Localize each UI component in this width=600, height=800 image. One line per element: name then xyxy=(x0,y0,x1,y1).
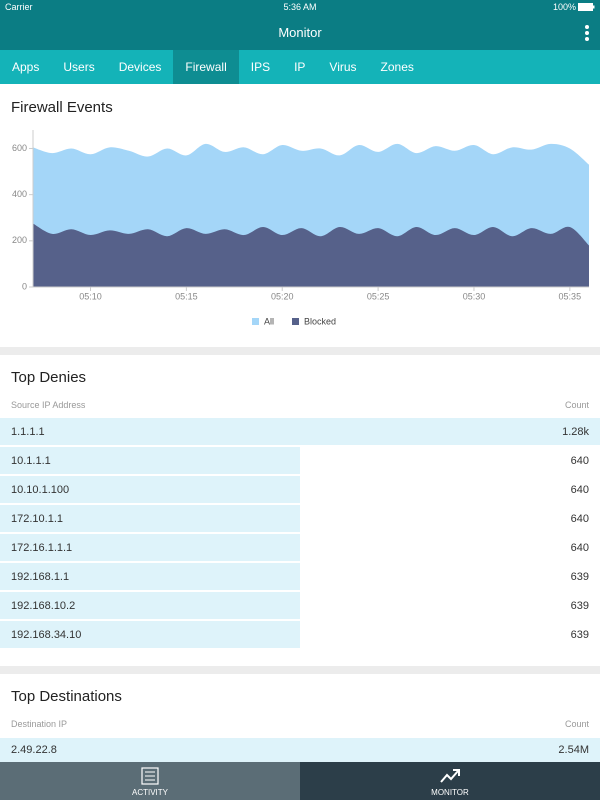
x-tick-label: 05:35 xyxy=(559,291,582,301)
ip-address: 10.10.1.100 xyxy=(11,483,70,496)
chart-title: Firewall Events xyxy=(11,99,113,116)
y-tick-label: 600 xyxy=(12,143,27,153)
y-tick-label: 200 xyxy=(12,235,27,245)
count: 639 xyxy=(570,570,589,583)
top-destinations-section: Top Destinations Destination IP Count 2.… xyxy=(0,674,600,762)
ip-address: 192.168.1.1 xyxy=(11,570,70,583)
x-tick-label: 05:30 xyxy=(463,291,486,301)
table-row[interactable]: 10.10.1.100 640 xyxy=(0,476,600,503)
ip-address: 172.16.1.1.1 xyxy=(11,541,73,554)
column-header: Source IP Address xyxy=(11,400,86,410)
chart: Firewall Events 0 200 400 600 05:10 05:15 05:2… xyxy=(11,99,589,326)
x-tick-label: 05:25 xyxy=(367,291,390,301)
nav-label: MONITOR xyxy=(431,788,469,797)
ip-address: 2.49.22.8 xyxy=(11,744,57,756)
count: 640 xyxy=(570,512,589,525)
ip-address: 192.168.34.10 xyxy=(11,628,82,641)
tab[interactable]: Virus xyxy=(329,60,357,74)
table-row[interactable]: 192.168.1.1 639 xyxy=(0,563,600,590)
separator xyxy=(0,347,600,355)
bottom-nav: ACTIVITY MONITOR xyxy=(0,762,600,800)
column-header: Count xyxy=(564,400,589,410)
app-header: Carrier 5:36 AM 100% Monitor xyxy=(0,0,600,50)
count-bar xyxy=(0,592,300,619)
section-title: Top Denies xyxy=(11,369,87,386)
carrier: Carrier xyxy=(5,2,33,12)
tab[interactable]: IP xyxy=(294,60,306,74)
table-row[interactable]: 2.49.22.8 2.54M xyxy=(0,738,600,762)
count: 640 xyxy=(570,483,589,496)
count: 640 xyxy=(570,541,589,554)
count-bar xyxy=(0,534,300,561)
y-tick-label: 400 xyxy=(12,189,27,199)
menu-button[interactable] xyxy=(584,24,590,42)
ip-address: 1.1.1.1 xyxy=(11,425,45,438)
nav-icon xyxy=(440,769,460,783)
tab[interactable]: Firewall xyxy=(173,50,239,84)
ip-address: 172.10.1.1 xyxy=(11,512,63,525)
tab[interactable]: Apps xyxy=(12,60,40,74)
column-header: Count xyxy=(564,719,589,729)
count-bar xyxy=(0,476,300,503)
chart-section: Firewall Events 0 200 400 600 05:10 05:15 05:2… xyxy=(0,84,600,347)
nav-label: ACTIVITY xyxy=(131,788,168,797)
ip-address: 192.168.10.2 xyxy=(11,599,76,612)
nav-item[interactable]: MONITOR xyxy=(300,762,600,800)
count: 2.54M xyxy=(558,744,589,756)
tab[interactable]: Users xyxy=(63,60,95,74)
nav-icon xyxy=(141,767,159,785)
tab-bar: Apps Users Devices Firewall IPS IP Virus Zones xyxy=(0,50,600,84)
table-row[interactable]: 192.168.34.10 639 xyxy=(0,621,600,648)
count: 639 xyxy=(570,628,589,641)
table-row[interactable]: 172.16.1.1.1 640 xyxy=(0,534,600,561)
x-tick-label: 05:15 xyxy=(175,291,198,301)
count-bar xyxy=(0,563,300,590)
legend-swatch xyxy=(292,318,299,325)
clock: 5:36 AM xyxy=(283,2,317,12)
tab[interactable]: Zones xyxy=(380,60,414,74)
count-bar xyxy=(0,738,600,762)
count: 639 xyxy=(570,599,589,612)
area xyxy=(33,223,589,287)
count-bar xyxy=(0,505,300,532)
header-title: Monitor xyxy=(278,25,322,40)
column-header: Destination IP xyxy=(11,719,68,729)
section-title: Top Destinations xyxy=(11,688,122,705)
count: 640 xyxy=(570,454,589,467)
table-row[interactable]: 192.168.10.2 639 xyxy=(0,592,600,619)
x-tick-label: 05:20 xyxy=(271,291,294,301)
battery-level: 100% xyxy=(552,2,576,12)
x-tick-label: 05:10 xyxy=(79,291,102,301)
y-tick-label: 0 xyxy=(22,281,27,291)
ip-address: 10.1.1.1 xyxy=(11,454,51,467)
tab[interactable]: IPS xyxy=(250,60,271,74)
count-bar xyxy=(0,621,300,648)
tab[interactable]: Devices xyxy=(118,60,162,74)
count: 1.28k xyxy=(562,425,589,438)
count-bar xyxy=(0,418,600,445)
table-row[interactable]: 10.1.1.1 640 xyxy=(0,447,600,474)
battery-icon xyxy=(578,3,595,11)
table-row[interactable]: 172.10.1.1 640 xyxy=(0,505,600,532)
legend-swatch xyxy=(252,318,259,325)
legend-label: All xyxy=(264,316,274,326)
count-bar xyxy=(0,447,300,474)
table-row[interactable]: 1.1.1.1 1.28k xyxy=(0,418,600,445)
separator xyxy=(0,666,600,674)
top-denies-section: Top Denies Source IP Address Count 1.1.1… xyxy=(0,355,600,666)
legend-label: Blocked xyxy=(304,316,336,326)
nav-item[interactable]: ACTIVITY xyxy=(0,762,300,800)
